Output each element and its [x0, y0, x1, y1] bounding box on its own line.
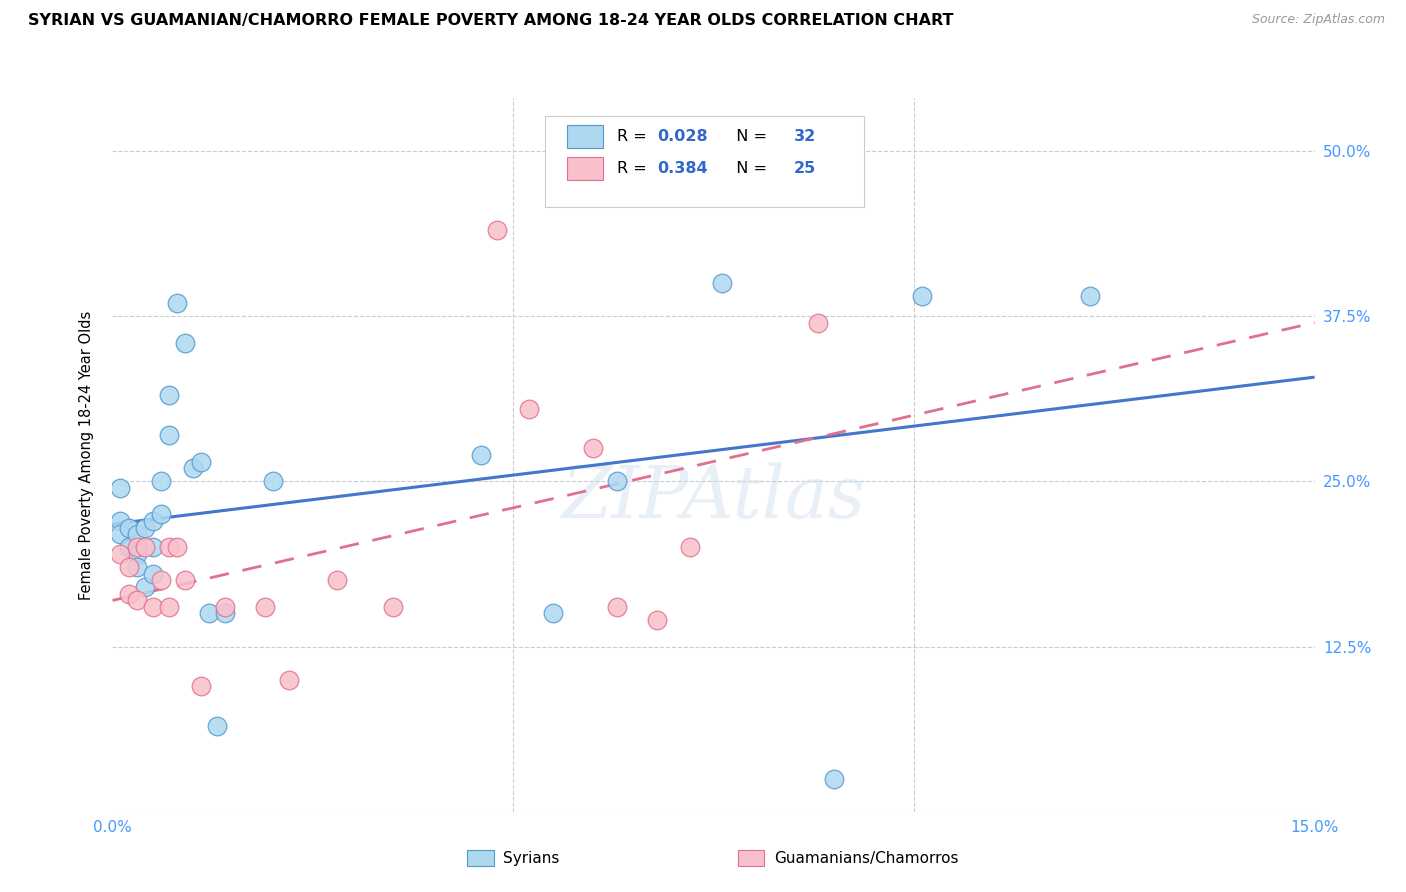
Point	[141, 599, 163, 614]
Point	[1078, 289, 1101, 303]
Point	[125, 541, 148, 555]
Point	[134, 541, 156, 555]
Text: Guamanians/Chamorros: Guamanians/Chamorros	[773, 851, 957, 865]
Point	[606, 599, 628, 614]
Point	[190, 679, 212, 693]
Point	[214, 599, 236, 614]
Point	[149, 475, 172, 489]
Point	[141, 541, 163, 555]
Point	[110, 481, 132, 495]
Text: R =: R =	[617, 161, 652, 177]
Point	[470, 448, 492, 462]
Text: N =: N =	[725, 161, 772, 177]
FancyBboxPatch shape	[567, 157, 603, 180]
Point	[911, 289, 934, 303]
Text: 0.028: 0.028	[657, 129, 707, 145]
FancyBboxPatch shape	[467, 850, 494, 866]
Point	[181, 461, 204, 475]
Point	[382, 599, 405, 614]
Text: 32: 32	[794, 129, 817, 145]
FancyBboxPatch shape	[738, 850, 763, 866]
Text: ZIPAtlas: ZIPAtlas	[561, 462, 866, 533]
Text: 25: 25	[794, 161, 817, 177]
Text: Syrians: Syrians	[503, 851, 560, 865]
Point	[582, 442, 605, 456]
Point	[166, 541, 188, 555]
FancyBboxPatch shape	[546, 116, 863, 207]
Text: Source: ZipAtlas.com: Source: ZipAtlas.com	[1251, 13, 1385, 27]
Point	[543, 607, 565, 621]
Point	[110, 547, 132, 561]
Point	[190, 454, 212, 468]
Point	[134, 520, 156, 534]
Point	[517, 401, 540, 416]
Point	[197, 607, 219, 621]
Point	[125, 547, 148, 561]
Text: SYRIAN VS GUAMANIAN/CHAMORRO FEMALE POVERTY AMONG 18-24 YEAR OLDS CORRELATION CH: SYRIAN VS GUAMANIAN/CHAMORRO FEMALE POVE…	[28, 13, 953, 29]
Point	[277, 673, 299, 687]
Point	[326, 574, 349, 588]
Point	[157, 541, 180, 555]
Point	[205, 719, 228, 733]
Text: R =: R =	[617, 129, 652, 145]
Point	[125, 560, 148, 574]
Point	[157, 428, 180, 442]
Point	[110, 514, 132, 528]
Point	[149, 574, 172, 588]
Point	[117, 587, 139, 601]
Point	[166, 296, 188, 310]
Text: 0.384: 0.384	[657, 161, 707, 177]
Point	[134, 580, 156, 594]
Point	[262, 475, 284, 489]
Point	[117, 520, 139, 534]
Point	[149, 508, 172, 522]
Point	[173, 335, 195, 350]
Point	[710, 276, 733, 290]
Point	[214, 607, 236, 621]
Text: N =: N =	[725, 129, 772, 145]
Point	[606, 475, 628, 489]
Point	[125, 593, 148, 607]
Point	[647, 613, 669, 627]
Point	[807, 316, 830, 330]
Y-axis label: Female Poverty Among 18-24 Year Olds: Female Poverty Among 18-24 Year Olds	[79, 310, 94, 599]
FancyBboxPatch shape	[567, 125, 603, 148]
Point	[141, 514, 163, 528]
Point	[141, 566, 163, 581]
Point	[486, 223, 509, 237]
Point	[173, 574, 195, 588]
Point	[125, 527, 148, 541]
Point	[157, 388, 180, 402]
Point	[110, 527, 132, 541]
Point	[157, 599, 180, 614]
Point	[823, 772, 845, 786]
Point	[117, 541, 139, 555]
Point	[678, 541, 700, 555]
Point	[117, 560, 139, 574]
Point	[253, 599, 276, 614]
